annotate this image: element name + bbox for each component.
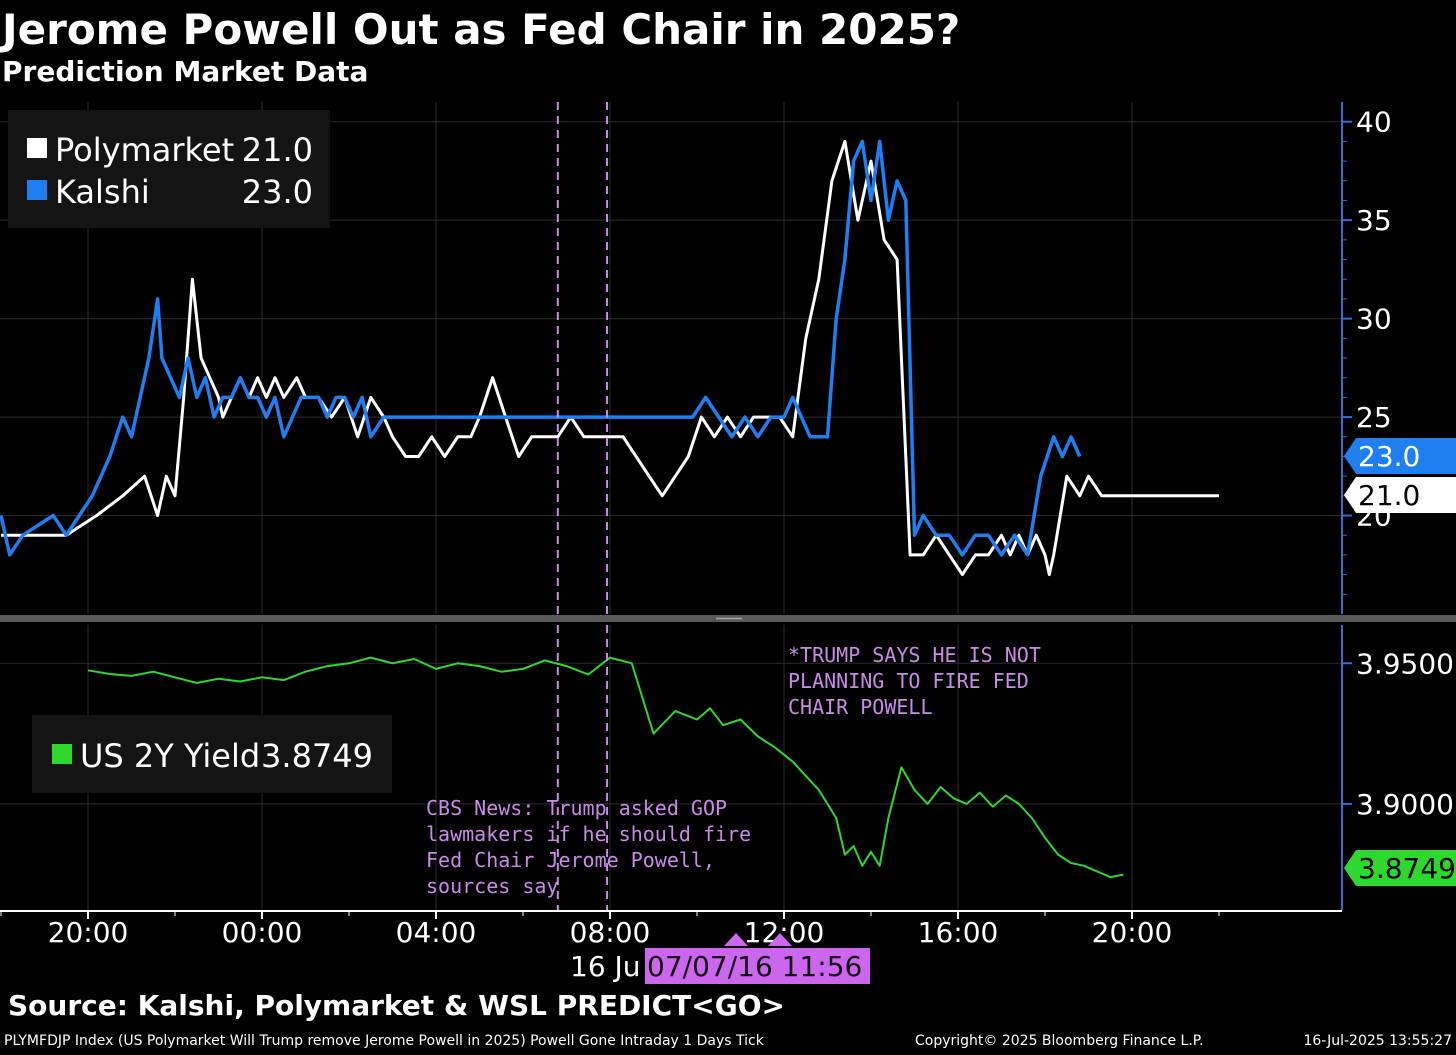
series-line-kalshi (0, 139, 1082, 557)
x-tick-label-0: 20:00 (48, 916, 129, 949)
cursor-time-label: 07/07/16 11:56 (647, 950, 862, 983)
chart-subtitle: Prediction Market Data (2, 55, 368, 88)
y-tick-label-top-2: 30 (1356, 303, 1392, 336)
annotation-trump-line-2: PLANNING TO FIRE FED (788, 669, 1029, 693)
tag-kalshi-text: 23.0 (1358, 440, 1420, 473)
series-line-us-2y-yield (87, 656, 1124, 879)
x-tick-label-6: 20:00 (1092, 916, 1173, 949)
annotation-trump-line-1: *TRUMP SAYS HE IS NOT (788, 643, 1041, 667)
legend-value-kalshi: 23.0 (242, 173, 313, 211)
annotation-cbs-line-4: sources say (426, 874, 558, 898)
cursor-marker-right-icon[interactable] (768, 933, 792, 946)
bottom-legend: US 2Y Yield 3.8749 (32, 715, 392, 793)
annotation-trump: *TRUMP SAYS HE IS NOT PLANNING TO FIRE F… (788, 643, 1041, 719)
footer-copyright: Copyright© 2025 Bloomberg Finance L.P. (915, 1033, 1204, 1049)
legend-swatch-yield (52, 744, 72, 764)
y-tick-label-bottom-0: 3.9500 (1356, 647, 1454, 680)
last-value-tags: 23.0 21.0 3.8749 (1344, 438, 1456, 886)
tag-yield-shape (1344, 850, 1456, 886)
bottom-series-group (87, 656, 1124, 879)
x-ticks: 20:00 00:00 04:00 08:00 12:00 16:00 20:00 (0, 911, 1220, 949)
legend-label-polymarket: Polymarket (55, 131, 234, 169)
footer-timestamp: 16-Jul-2025 13:55:27 (1303, 1033, 1452, 1049)
legend-value-yield: 3.8749 (261, 737, 373, 775)
legend-swatch-kalshi (27, 180, 47, 200)
legend-label-yield: US 2Y Yield (80, 737, 260, 775)
annotation-cbs: CBS News: Trump asked GOP lawmakers if h… (426, 796, 751, 898)
cursor-marker-left-icon[interactable] (724, 933, 748, 946)
y-tick-label-bottom-1: 3.9000 (1356, 788, 1454, 821)
tag-kalshi-shape (1344, 438, 1456, 474)
footer-description: PLYMFDJP Index (US Polymarket Will Trump… (4, 1033, 765, 1049)
cursor-time-box[interactable] (645, 948, 870, 984)
x-tick-label-2: 04:00 (396, 916, 477, 949)
annotation-cbs-line-3: Fed Chair Jerome Powell, (426, 848, 715, 872)
legend-swatch-polymarket (27, 138, 47, 158)
source-line: Source: Kalshi, Polymarket & WSL PREDICT… (8, 989, 785, 1022)
x-tick-label-1: 00:00 (222, 916, 303, 949)
y-tick-label-top-1: 25 (1356, 401, 1392, 434)
legend-value-polymarket: 21.0 (242, 131, 313, 169)
x-tick-label-5: 16:00 (918, 916, 999, 949)
top-legend: Polymarket 21.0 Kalshi 23.0 (8, 110, 330, 228)
x-tick-label-3: 08:00 (570, 916, 651, 949)
chart-title: Jerome Powell Out as Fed Chair in 2025? (0, 5, 960, 54)
legend-label-kalshi: Kalshi (55, 173, 150, 211)
annotation-cbs-line-2: lawmakers if he should fire (426, 822, 751, 846)
tag-yield-text: 3.8749 (1358, 852, 1456, 885)
annotation-cbs-line-1: CBS News: Trump asked GOP (426, 796, 727, 820)
tag-polymarket-shape (1344, 477, 1456, 513)
tag-polymarket-text: 21.0 (1358, 479, 1420, 512)
y-tick-label-top-4: 40 (1356, 106, 1392, 139)
x-date-label: 16 Ju (570, 950, 641, 983)
event-markers (556, 102, 609, 910)
top-series-group (0, 139, 1219, 577)
bottom-legend-box (32, 715, 392, 793)
y-tick-label-top-3: 35 (1356, 204, 1392, 237)
annotation-trump-line-3: CHAIR POWELL (788, 695, 933, 719)
bottom-y-ticks: 3.9500 3.9000 (1342, 647, 1454, 821)
top-legend-box (8, 110, 330, 228)
